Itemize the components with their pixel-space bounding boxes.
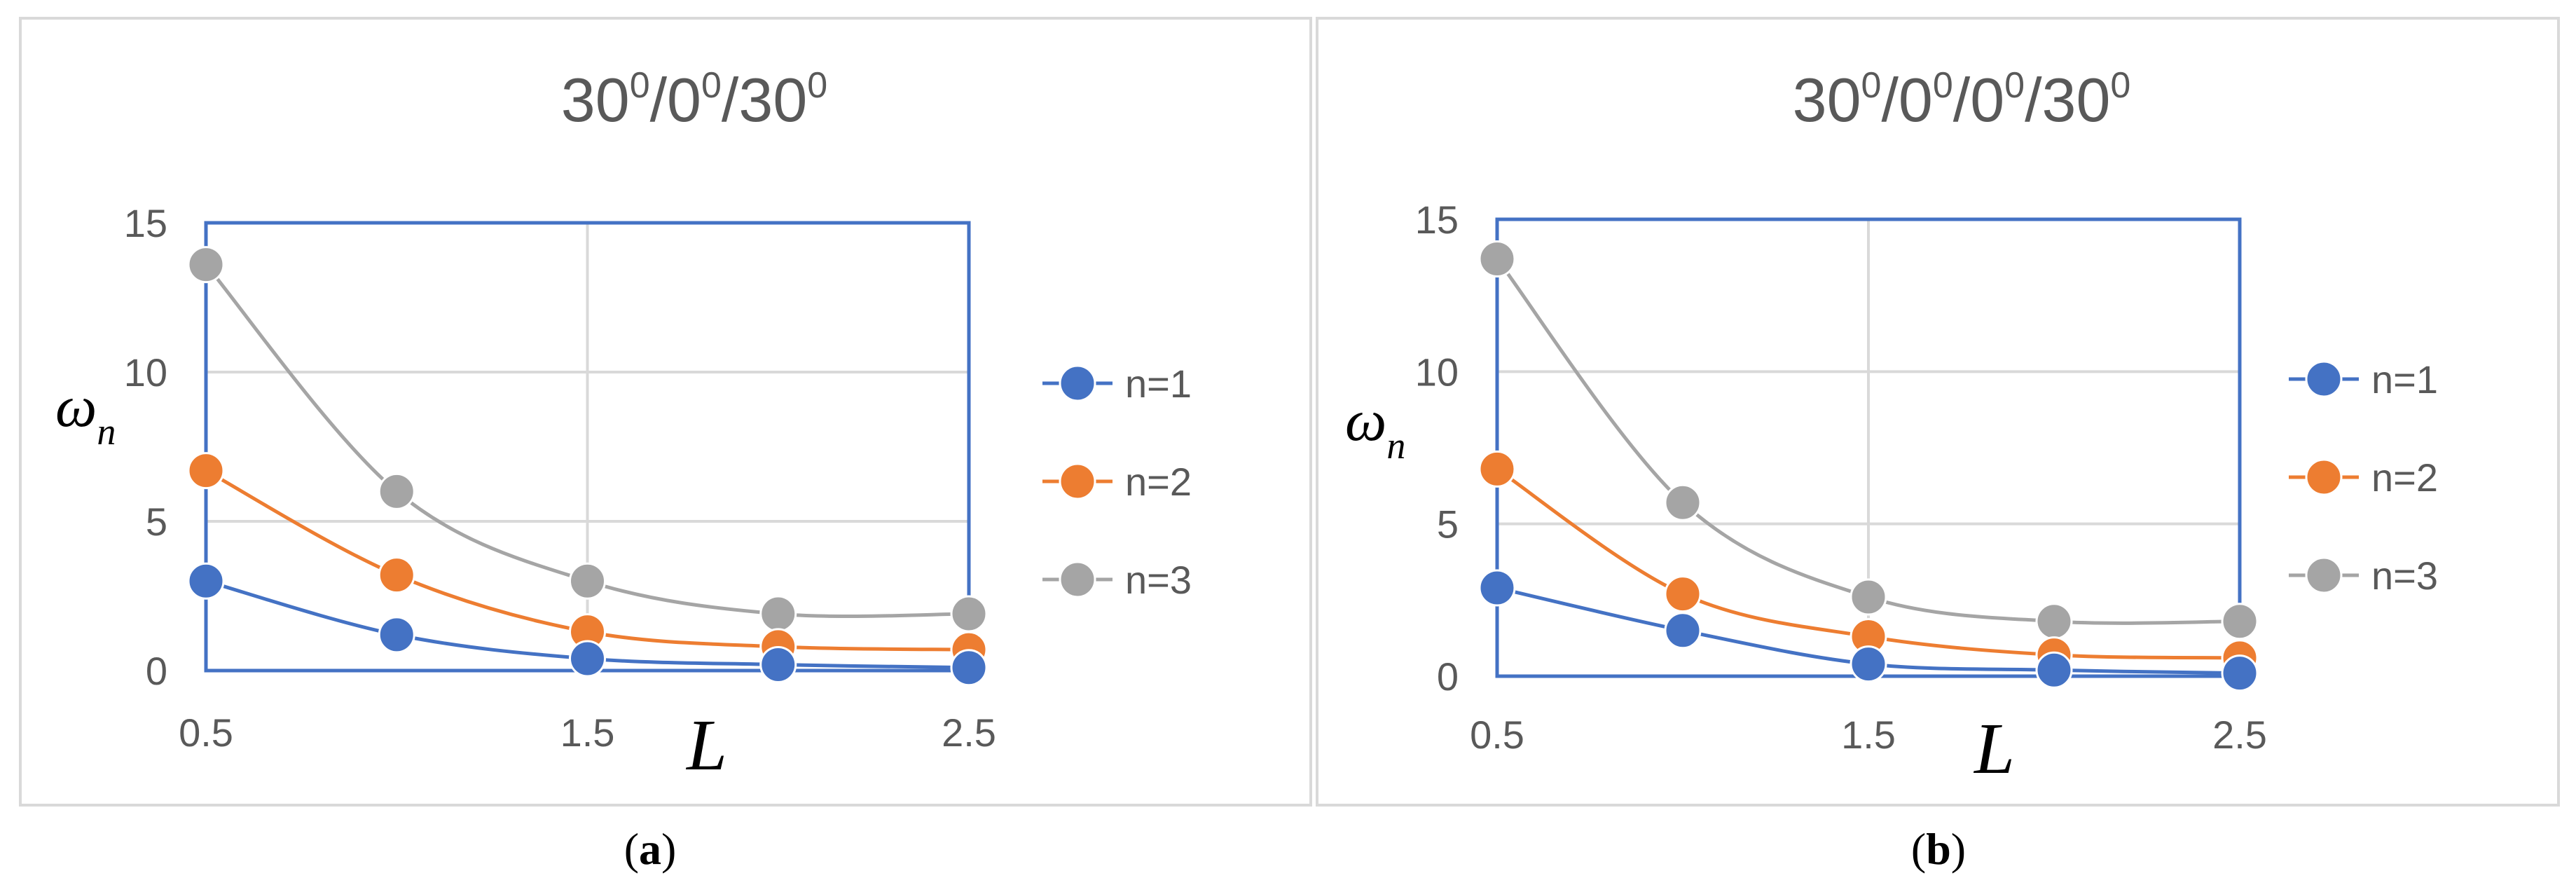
chart-b-legend-marker-n=3 [2305,556,2343,594]
caption-a: (a) [624,824,677,874]
chart-a-point-n=1 [950,649,988,687]
chart-b-title-part: 0 [1933,65,1953,106]
chart-a-legend-label-n=1: n=1 [1125,362,1192,406]
chart-a-x-tick-label: 1.5 [560,711,615,755]
chart-a-point-n=1 [569,640,606,678]
chart-b-y-tick-label: 5 [1437,502,1459,547]
chart-a-x-axis-label: L [685,705,727,785]
caption-a-letter: a [639,824,661,874]
chart-b-point-n=3 [1850,578,1887,616]
chart-b-legend-marker-n=2 [2305,458,2343,496]
chart-b-x-axis-label: L [1973,708,2015,789]
chart-a-legend-label-n=3: n=3 [1125,558,1192,602]
chart-b-title-part: 0 [1861,65,1882,106]
chart-b-point-n=2 [1478,450,1516,488]
chart-b-point-n=1 [2035,651,2073,689]
chart-b-x-tick-label: 0.5 [1470,713,1524,757]
chart-a-point-n=1 [378,616,415,654]
chart-b-title-part: /0 [1881,65,1932,135]
chart-a-legend-label-n=2: n=2 [1125,460,1192,504]
chart-b-title-part: 30 [1793,65,1861,135]
chart-a-point-n=3 [950,595,988,633]
chart-b-point-n=2 [1664,575,1702,613]
chart-b-title-part: 0 [2004,65,2025,106]
chart-a-y-tick-label: 5 [146,500,167,544]
chart-b-point-n=1 [1478,569,1516,607]
chart-b-x-tick-label: 2.5 [2212,713,2267,757]
chart-b-y-tick-label: 0 [1437,654,1459,699]
chart-b-title-part: /30 [2025,65,2110,135]
chart-b-legend-marker-n=1 [2305,360,2343,398]
chart-a-title-part: /30 [722,65,807,135]
chart-a-title-part: 0 [807,65,827,106]
chart-a-legend-marker-n=3 [1059,561,1096,598]
chart-a-point-n=1 [759,645,797,683]
chart-b-title-part: /0 [1953,65,2004,135]
chart-a-point-n=2 [187,452,225,490]
chart-a-y-tick-label: 10 [124,350,167,394]
chart-b-point-n=1 [1850,645,1887,683]
chart-a-title-part: 0 [701,65,722,106]
chart-a-point-n=3 [759,595,797,633]
chart-b-point-n=3 [2221,603,2259,640]
chart-a-y-tick-label: 15 [124,201,167,245]
chart-a-x-tick-label: 2.5 [942,711,996,755]
chart-a-point-n=1 [187,562,225,600]
chart-a-point-n=3 [187,246,225,284]
chart-b-y-tick-label: 15 [1415,198,1459,242]
chart-a-point-n=2 [378,556,415,594]
chart-b-y-tick-label: 10 [1415,350,1459,394]
chart-b-title-part: 0 [2110,65,2130,106]
chart-a-y-tick-label: 0 [146,649,167,693]
chart-b-point-n=3 [1478,240,1516,278]
chart-a-y-axis-label-sub: n [97,411,116,453]
chart-b-point-n=1 [1664,612,1702,650]
chart-a-title: 300/00/300 [561,65,827,135]
chart-a-point-n=3 [569,562,606,600]
chart-b-point-n=3 [1664,483,1702,521]
chart-a-legend-marker-n=1 [1059,364,1096,402]
caption-b: (b) [1910,824,1967,874]
chart-a-x-tick-label: 0.5 [179,711,233,755]
chart-b-legend-label-n=3: n=3 [2371,554,2438,598]
chart-a-title-part: 30 [561,65,630,135]
chart-b-y-axis-label-sub: n [1386,425,1405,467]
chart-b-point-n=1 [2221,654,2259,692]
chart-b-legend-label-n=2: n=2 [2371,455,2438,500]
chart-a-title-part: /0 [650,65,701,135]
chart-b-point-n=3 [2035,603,2073,640]
chart-a-title-part: 0 [630,65,650,106]
chart-b-x-tick-label: 1.5 [1841,713,1896,757]
chart-b-legend-label-n=1: n=1 [2371,357,2438,402]
chart-b-y-axis-label: ωn [1345,388,1405,467]
chart-a-point-n=3 [378,472,415,510]
chart-b-title: 300/00/00/300 [1793,65,2131,135]
chart-a-legend-marker-n=2 [1059,462,1096,500]
chart-a-y-axis-label: ωn [55,374,116,453]
caption-b-letter: b [1926,824,1951,874]
